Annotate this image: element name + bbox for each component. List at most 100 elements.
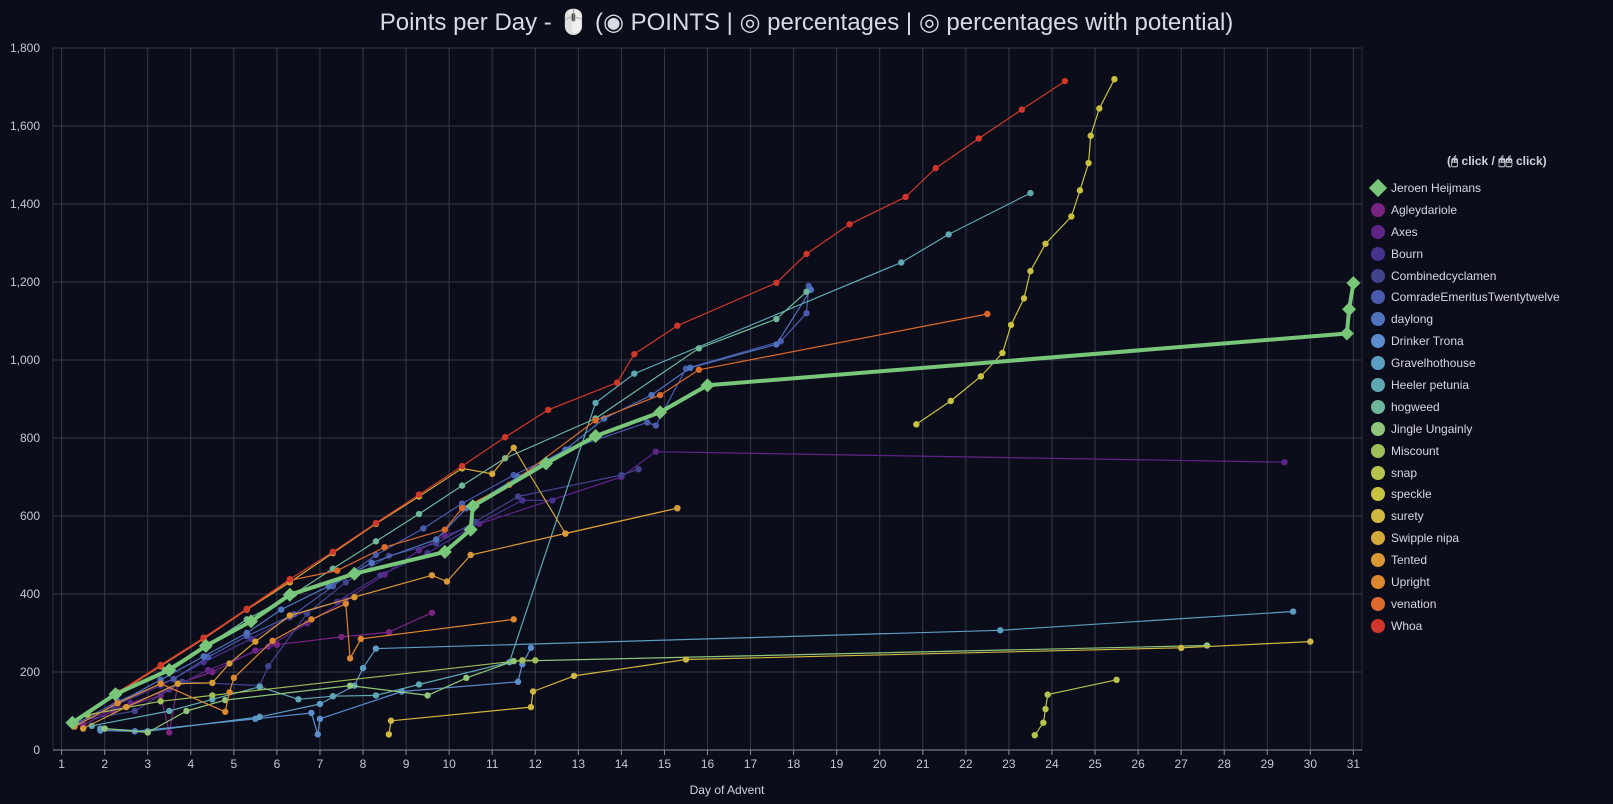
data-point: [1111, 76, 1118, 83]
legend-item-venation[interactable]: venation: [1371, 593, 1610, 615]
data-point: [1203, 642, 1211, 649]
data-point: [945, 231, 952, 238]
series-snap: [1031, 676, 1120, 739]
data-point: [652, 422, 660, 429]
series-line: [388, 641, 1311, 735]
option-percentages-potential-radio[interactable]: ◎ percentages with potential: [918, 9, 1226, 36]
data-point: [656, 391, 664, 399]
legend-item-drinker-trona[interactable]: Drinker Trona: [1371, 330, 1610, 352]
series-line: [91, 192, 1031, 727]
x-tick-label: 21: [916, 757, 930, 771]
data-point: [398, 688, 405, 695]
option-points-radio[interactable]: ◉ POINTS: [603, 9, 720, 36]
x-tick-label: 2: [101, 757, 108, 771]
y-tick-label: 200: [20, 665, 40, 679]
data-point: [433, 536, 440, 543]
series-tented: [79, 505, 681, 732]
data-point: [359, 664, 367, 672]
legend-label: ComradeEmeritusTwentytwelve: [1391, 290, 1560, 305]
legend-title: (🖰 click / 🖰🖰 click): [1447, 154, 1547, 168]
data-point: [387, 717, 395, 724]
data-point: [372, 538, 380, 545]
legend-item-tented[interactable]: Tented: [1371, 549, 1610, 571]
legend-circle-marker: [1371, 509, 1385, 524]
data-point: [198, 638, 213, 653]
legend-item-bourn[interactable]: Bourn: [1371, 243, 1610, 265]
x-tick-label: 4: [187, 757, 194, 771]
legend-item-speckle[interactable]: speckle: [1371, 483, 1610, 505]
series-line: [74, 447, 678, 724]
legend-label: snap: [1391, 465, 1418, 480]
legend-circle-marker: [1371, 618, 1385, 633]
legend-item-snap[interactable]: snap: [1371, 462, 1610, 484]
data-point: [265, 643, 272, 650]
legend-circle-marker: [1371, 377, 1385, 392]
data-point: [613, 379, 621, 386]
y-tick-label: 1,400: [10, 197, 40, 211]
title-separator: |: [719, 9, 740, 36]
data-point: [618, 471, 625, 479]
data-point: [527, 703, 535, 711]
legend-item-combinedcyclamen[interactable]: Combinedcyclamen: [1371, 265, 1610, 287]
data-point: [999, 349, 1006, 357]
series-comradeemeritustwentytwelve: [71, 282, 812, 728]
data-point: [385, 629, 393, 636]
legend-item-axes[interactable]: Axes: [1371, 221, 1610, 243]
data-point: [415, 510, 423, 518]
x-axis-label: Day of Advent: [690, 783, 765, 797]
data-point: [166, 707, 173, 715]
data-point: [108, 687, 123, 702]
x-tick-label: 22: [959, 757, 973, 771]
data-point: [346, 682, 354, 689]
data-point: [316, 715, 324, 722]
data-point: [428, 609, 436, 616]
x-tick-label: 31: [1347, 757, 1361, 771]
x-tick-label: 14: [615, 757, 629, 771]
data-point: [252, 638, 259, 645]
data-point: [1177, 644, 1185, 652]
data-point: [773, 315, 780, 323]
data-point: [510, 616, 517, 623]
data-point: [1339, 326, 1354, 341]
legend-label: Tented: [1391, 553, 1428, 568]
data-point: [803, 250, 810, 258]
data-point: [162, 663, 177, 678]
legend-item-swipple-nipa[interactable]: Swipple nipa: [1371, 527, 1610, 549]
x-tick-label: 9: [403, 757, 410, 771]
data-point: [529, 688, 537, 695]
data-point: [977, 373, 985, 380]
title-suffix: ): [1225, 9, 1234, 36]
legend-item-miscount[interactable]: Miscount: [1371, 440, 1610, 462]
legend-circle-marker: [1371, 443, 1385, 458]
legend-item-gravelhothouse[interactable]: Gravelhothouse: [1371, 352, 1610, 374]
series-line: [82, 507, 678, 730]
data-point: [465, 499, 480, 514]
data-point: [674, 322, 681, 329]
x-tick-label: 30: [1304, 757, 1318, 771]
legend-item-heeler-petunia[interactable]: Heeler petunia: [1371, 374, 1610, 396]
legend-label: Miscount: [1391, 443, 1440, 458]
data-point: [1087, 132, 1094, 139]
legend-item-agleydariole[interactable]: Agleydariole: [1371, 199, 1610, 221]
legend-item-hogweed[interactable]: hogweed: [1371, 396, 1610, 418]
option-percentages-radio[interactable]: ◎ percentages: [739, 9, 900, 36]
data-point: [273, 641, 281, 648]
legend-item-upright[interactable]: Upright: [1371, 571, 1610, 593]
legend-item-jingle-ungainly[interactable]: Jingle Ungainly: [1371, 418, 1610, 440]
data-point: [458, 500, 466, 507]
data-point: [984, 310, 991, 318]
legend-label: Combinedcyclamen: [1391, 268, 1497, 283]
series-heeler-petunia: [88, 189, 1034, 730]
x-tick-label: 3: [144, 757, 151, 771]
series-line: [74, 285, 810, 726]
data-point: [544, 406, 552, 414]
data-point: [372, 692, 380, 699]
series-speckle: [913, 76, 1118, 428]
legend-item-comradeemeritustwentytwelve[interactable]: ComradeEmeritusTwentytwelve: [1371, 286, 1610, 308]
y-tick-label: 0: [33, 743, 40, 757]
legend-item-jeroen-heijmans[interactable]: Jeroen Heijmans: [1368, 177, 1610, 199]
x-tick-label: 8: [360, 757, 367, 771]
legend-item-surety[interactable]: surety: [1371, 505, 1610, 527]
legend-item-daylong[interactable]: daylong: [1371, 308, 1610, 330]
legend-item-whoa[interactable]: Whoa: [1371, 615, 1610, 637]
